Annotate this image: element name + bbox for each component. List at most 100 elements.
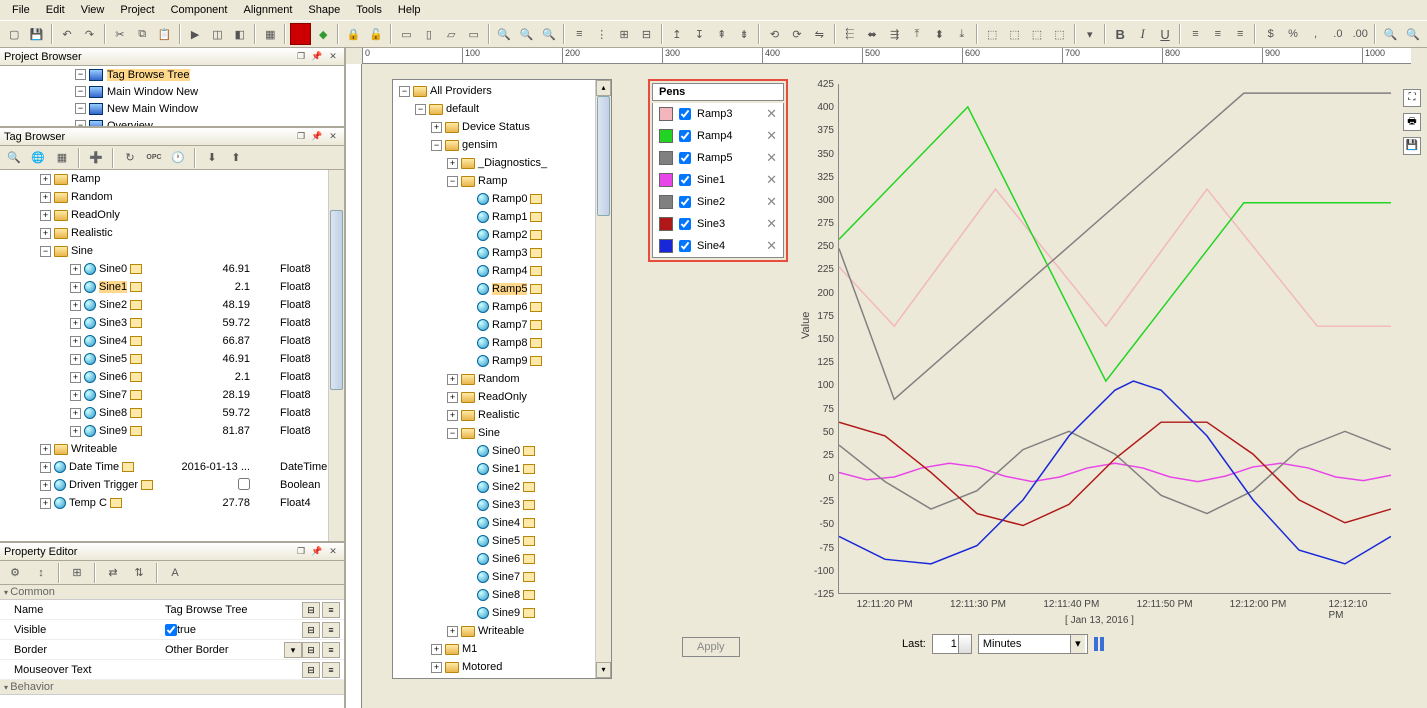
tree-node[interactable]: −Ramp — [395, 172, 593, 190]
grid-icon[interactable]: ▦ — [52, 148, 72, 168]
scroll-up-icon[interactable]: ▴ — [596, 80, 611, 96]
tree-node[interactable]: Sine4 — [395, 514, 593, 532]
tag-browser-row[interactable]: +Sine046.91Float8 — [0, 260, 328, 278]
dist-icon[interactable]: ⬚ — [982, 23, 1002, 45]
apply-button[interactable]: Apply — [682, 637, 740, 657]
font-icon[interactable]: A — [164, 562, 186, 584]
property-row[interactable]: NameTag Browse Tree⊟≡ — [0, 600, 344, 620]
property-row[interactable]: Mouseover Text⊟≡ — [0, 660, 344, 680]
tag-browser-row[interactable]: +Sine546.91Float8 — [0, 350, 328, 368]
pen-checkbox[interactable] — [679, 218, 691, 230]
tag-browser-row[interactable]: −Sine — [0, 242, 328, 260]
tag-browser-row[interactable]: +Writeable — [0, 440, 328, 458]
container-icon[interactable]: ◧ — [230, 23, 250, 45]
pin-icon[interactable]: 📌 — [310, 50, 324, 64]
underline-button[interactable]: U — [1155, 23, 1175, 45]
import-icon[interactable]: ⬇ — [202, 148, 222, 168]
unlock-icon[interactable]: 🔓 — [366, 23, 386, 45]
tree-node[interactable]: Sine3 — [395, 496, 593, 514]
layout-icon[interactable]: ▦ — [260, 23, 280, 45]
tree-node[interactable]: Ramp7 — [395, 316, 593, 334]
rotate-icon[interactable]: ⟳ — [787, 23, 807, 45]
align-left-icon[interactable]: ⬱ — [840, 23, 860, 45]
maximize-icon[interactable]: ⛶ — [1403, 89, 1421, 107]
redo-icon[interactable]: ↷ — [79, 23, 99, 45]
project-browser-item[interactable]: −Overview — [0, 117, 344, 126]
tree-node[interactable]: Sine6 — [395, 550, 593, 568]
order-icon[interactable]: ⇟ — [734, 23, 754, 45]
pause-icon[interactable] — [1094, 637, 1104, 651]
tag-browser-row[interactable]: +Sine12.1Float8 — [0, 278, 328, 296]
db-icon[interactable]: ≡ — [322, 662, 340, 678]
tree-node[interactable]: Ramp3 — [395, 244, 593, 262]
dist-icon[interactable]: ⬚ — [1004, 23, 1024, 45]
zoom-fit-icon[interactable]: 🔍 — [539, 23, 559, 45]
pen-item[interactable]: Sine4 ✕ — [652, 235, 784, 258]
tree-node[interactable]: −default — [395, 100, 593, 118]
tag-browser-row[interactable]: +Date Time2016-01-13 ...DateTime — [0, 458, 328, 476]
tag-browser-row[interactable]: +Sine248.19Float8 — [0, 296, 328, 314]
clock-icon[interactable]: 🕐 — [168, 148, 188, 168]
zoom-in-icon[interactable]: 🔍 — [1380, 23, 1400, 45]
property-row[interactable]: BorderOther Border▾⊟≡ — [0, 640, 344, 660]
tree-node[interactable]: +Motored — [395, 658, 593, 676]
new-icon[interactable]: ▢ — [4, 23, 24, 45]
bind-icon[interactable]: ⊟ — [302, 642, 320, 658]
tree-node[interactable]: Sine0 — [395, 442, 593, 460]
opc-icon[interactable]: OPC — [144, 148, 164, 168]
tree-node[interactable]: −Sine — [395, 424, 593, 442]
scroll-down-icon[interactable]: ▾ — [596, 662, 611, 678]
project-browser-item[interactable]: −New Main Window — [0, 100, 344, 117]
zoom-out-icon[interactable]: 🔍 — [1403, 23, 1423, 45]
text-align-center-icon[interactable]: ≡ — [1208, 23, 1228, 45]
globe-icon[interactable]: 🌐 — [28, 148, 48, 168]
combo-dropdown-icon[interactable]: ▾ — [284, 642, 302, 658]
lock-icon[interactable]: 🔒 — [343, 23, 363, 45]
dec-icon[interactable]: .00 — [1350, 23, 1370, 45]
dist-icon[interactable]: ⬚ — [1027, 23, 1047, 45]
pen-checkbox[interactable] — [679, 152, 691, 164]
pen-checkbox[interactable] — [679, 108, 691, 120]
scrollbar[interactable] — [328, 170, 344, 541]
stack-icon[interactable]: ≡ — [569, 23, 589, 45]
align-icon[interactable]: ▭ — [463, 23, 483, 45]
align-bot-icon[interactable]: ⤓ — [952, 23, 972, 45]
close-icon[interactable]: ✕ — [326, 50, 340, 64]
tree-node[interactable]: −All Providers — [395, 82, 593, 100]
time-unit-combo[interactable]: Minutes — [978, 634, 1088, 654]
easy-chart[interactable]: ⛶ 🖶 💾 Value 4254003753503253002752502252… — [802, 79, 1397, 679]
order-icon[interactable]: ↧ — [689, 23, 709, 45]
last-value-spinner[interactable]: 1 — [932, 634, 972, 654]
tree-node[interactable]: +Writeable — [395, 622, 593, 640]
restore-icon[interactable]: ❐ — [294, 130, 308, 144]
tree-node[interactable]: +Random — [395, 370, 593, 388]
refresh-icon[interactable]: ↻ — [120, 148, 140, 168]
menu-project[interactable]: Project — [112, 2, 162, 18]
tree-node[interactable]: Sine8 — [395, 586, 593, 604]
search-icon[interactable]: 🔍 — [4, 148, 24, 168]
scroll-thumb[interactable] — [597, 96, 610, 216]
pen-remove-icon[interactable]: ✕ — [766, 216, 777, 232]
pen-checkbox[interactable] — [679, 130, 691, 142]
tree-node[interactable]: Sine1 — [395, 460, 593, 478]
tag-browser-row[interactable]: +Sine62.1Float8 — [0, 368, 328, 386]
tag-browser-row[interactable]: +Realistic — [0, 224, 328, 242]
shape-icon[interactable]: ◆ — [313, 23, 333, 45]
bind-icon[interactable]: ⊟ — [302, 622, 320, 638]
pen-remove-icon[interactable]: ✕ — [766, 194, 777, 210]
pen-remove-icon[interactable]: ✕ — [766, 238, 777, 254]
save-icon[interactable]: 💾 — [26, 23, 46, 45]
cut-icon[interactable]: ✂ — [110, 23, 130, 45]
pen-remove-icon[interactable]: ✕ — [766, 172, 777, 188]
tree-node[interactable]: −gensim — [395, 136, 593, 154]
menu-component[interactable]: Component — [163, 2, 236, 18]
project-browser-item[interactable]: −Tag Browse Tree — [0, 66, 344, 83]
align-right-icon[interactable]: ⇶ — [884, 23, 904, 45]
tag-browser-row[interactable]: +Sine728.19Float8 — [0, 386, 328, 404]
zoom-in-icon[interactable]: 🔍 — [494, 23, 514, 45]
component-icon[interactable]: ◫ — [207, 23, 227, 45]
align-icon[interactable]: ▱ — [441, 23, 461, 45]
tree-node[interactable]: +Realistic — [395, 406, 593, 424]
tree-node[interactable]: +_Diagnostics_ — [395, 154, 593, 172]
stack-icon[interactable]: ⊞ — [614, 23, 634, 45]
